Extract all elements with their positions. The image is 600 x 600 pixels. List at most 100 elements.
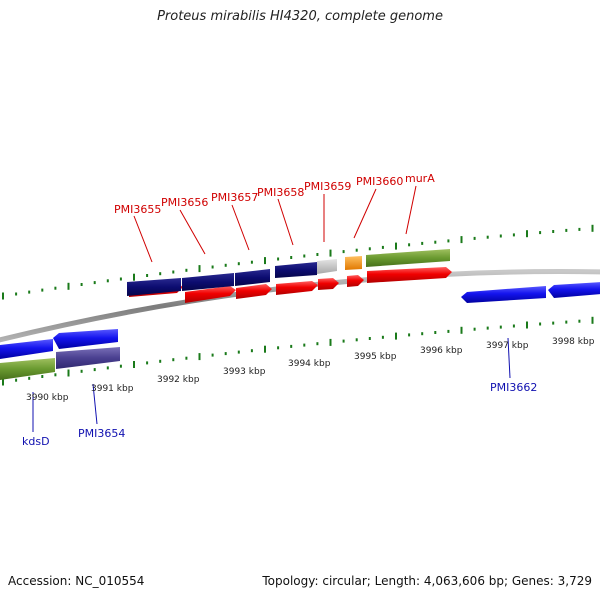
minor-tick <box>28 376 31 380</box>
callout-pmi3655 <box>133 215 153 263</box>
minor-tick <box>499 325 502 329</box>
minor-tick <box>250 260 253 264</box>
minor-tick <box>355 338 358 342</box>
callout-pmi3657 <box>231 204 250 251</box>
major-tick <box>329 249 332 257</box>
gene-next[interactable] <box>548 282 600 298</box>
label-mura[interactable]: murA <box>405 172 435 185</box>
minor-tick <box>539 322 542 326</box>
minor-tick <box>146 361 149 365</box>
map-title: Proteus mirabilis HI4320, complete genom… <box>157 9 443 24</box>
cds-mura[interactable] <box>366 249 450 267</box>
minor-tick <box>565 228 568 232</box>
label-pmi3657[interactable]: PMI3657 <box>211 191 258 204</box>
minor-tick <box>28 290 31 294</box>
minor-tick <box>512 324 515 328</box>
minor-tick <box>211 265 214 269</box>
gene-pmi3660[interactable] <box>347 275 364 287</box>
gene-pmi3662[interactable] <box>461 286 546 303</box>
minor-tick <box>473 236 476 240</box>
minor-tick <box>355 248 358 252</box>
label-pmi3662[interactable]: PMI3662 <box>490 381 537 394</box>
minor-tick <box>172 270 175 274</box>
minor-tick <box>119 364 122 368</box>
minor-tick <box>237 350 240 354</box>
minor-tick <box>368 337 371 340</box>
major-tick <box>526 230 528 238</box>
minor-tick <box>565 320 568 324</box>
label-pmi3656[interactable]: PMI3656 <box>161 196 208 209</box>
kbp-label: 3993 kbp <box>223 367 266 377</box>
cds-pmi3660[interactable] <box>345 256 362 270</box>
gene-pmi3659[interactable] <box>318 278 339 290</box>
genome-summary: Topology: circular; Length: 4,063,606 bp… <box>262 574 592 588</box>
callout-pmi3662 <box>507 337 511 379</box>
accession-label: Accession: NC_010554 <box>8 574 145 588</box>
minor-tick <box>185 356 188 360</box>
minor-tick <box>224 352 227 356</box>
minor-tick <box>15 292 18 296</box>
minor-tick <box>303 343 306 347</box>
minor-tick <box>93 281 96 285</box>
minor-tick <box>41 375 44 378</box>
kbp-label: 3990 kbp <box>26 393 69 403</box>
cds-kdsd[interactable] <box>0 358 55 380</box>
label-pmi3658[interactable]: PMI3658 <box>257 186 304 199</box>
callout-pmi3658 <box>277 198 294 246</box>
minor-tick <box>408 333 411 337</box>
upper-tick-track <box>2 224 594 300</box>
minor-tick <box>15 378 18 382</box>
minor-tick <box>146 274 149 277</box>
minor-tick <box>473 327 476 331</box>
cds-pmi3654[interactable] <box>56 347 120 369</box>
minor-tick <box>277 257 280 261</box>
minor-tick <box>172 358 175 362</box>
cds-pmi3656[interactable] <box>182 273 234 291</box>
minor-tick <box>447 239 450 243</box>
gene-pmi3656[interactable] <box>185 286 236 303</box>
major-tick <box>329 338 332 346</box>
minor-tick <box>119 277 122 281</box>
label-pmi3654[interactable]: PMI3654 <box>78 427 125 440</box>
label-pmi3655[interactable]: PMI3655 <box>114 203 161 216</box>
major-tick <box>460 326 463 334</box>
upper-genes <box>127 249 450 296</box>
label-pmi3660[interactable]: PMI3660 <box>356 175 403 188</box>
minor-tick <box>552 321 555 325</box>
cds-pmi3657[interactable] <box>235 269 270 286</box>
minor-tick <box>381 335 384 339</box>
label-pmi3659[interactable]: PMI3659 <box>304 180 351 193</box>
cds-pmi3659[interactable] <box>317 259 337 274</box>
major-tick <box>2 378 4 386</box>
minor-tick <box>277 346 280 350</box>
minor-tick <box>408 243 411 247</box>
minor-tick <box>80 283 83 286</box>
minor-tick <box>552 230 555 233</box>
cds-pmi3655[interactable] <box>127 278 181 296</box>
label-kdsd[interactable]: kdsD <box>22 435 50 448</box>
callout-mura <box>405 185 417 235</box>
callout-pmi3656 <box>179 209 206 255</box>
minor-tick <box>434 240 437 244</box>
gene-pmi3658[interactable] <box>276 281 318 295</box>
minor-tick <box>211 353 214 357</box>
minor-tick <box>80 369 83 373</box>
major-tick <box>264 345 266 353</box>
major-tick <box>526 321 528 329</box>
cds-pmi3658[interactable] <box>275 262 317 278</box>
gene-kdsd-arrow[interactable] <box>0 339 53 359</box>
gene-pmi3657[interactable] <box>236 284 272 299</box>
kbp-label: 3992 kbp <box>157 375 200 385</box>
major-tick <box>133 361 135 368</box>
gene-pmi3654-arrow[interactable] <box>53 329 118 349</box>
major-tick <box>198 265 201 273</box>
gene-mura[interactable] <box>367 267 452 283</box>
minor-tick <box>539 231 542 235</box>
kbp-label: 3994 kbp <box>288 359 331 369</box>
major-tick <box>591 316 594 324</box>
minor-tick <box>578 227 581 231</box>
minor-tick <box>54 373 57 377</box>
callout-pmi3654 <box>92 383 98 425</box>
minor-tick <box>303 254 306 258</box>
